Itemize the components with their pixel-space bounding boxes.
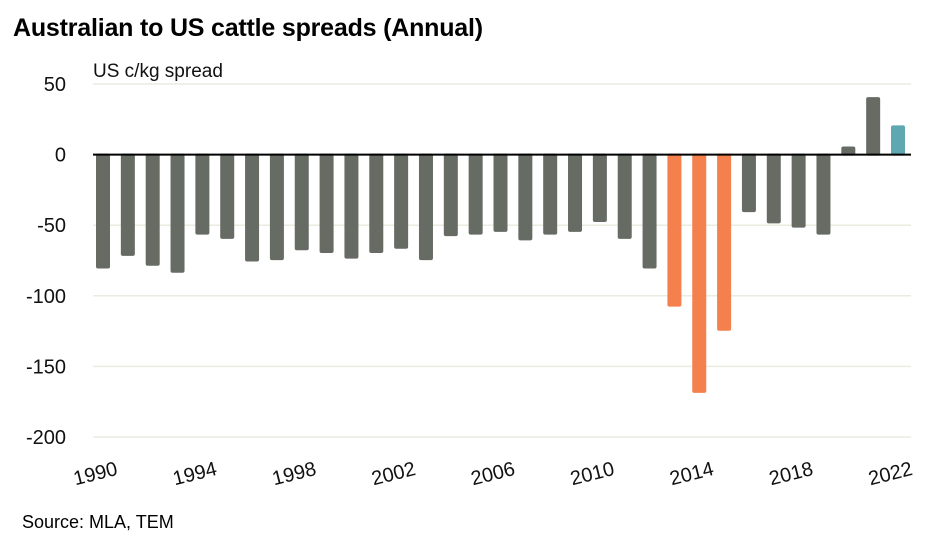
y-tick-label: 50 — [44, 74, 66, 96]
bar-2014 — [692, 153, 707, 393]
bar-1995 — [220, 153, 235, 239]
bar-2006 — [493, 153, 508, 232]
bar-2009 — [568, 153, 583, 232]
bar-2007 — [518, 153, 533, 241]
x-tick-label: 2006 — [469, 458, 518, 490]
y-tick-label: 0 — [55, 145, 66, 167]
bar-2020 — [841, 146, 856, 156]
bar-1993 — [170, 153, 185, 273]
bar-2017 — [766, 153, 781, 224]
bar-1994 — [195, 153, 210, 235]
bars — [96, 97, 905, 393]
gridlines — [93, 83, 911, 438]
bar-2018 — [791, 153, 806, 228]
bar-1999 — [319, 153, 334, 254]
bar-2008 — [543, 153, 558, 235]
bar-1990 — [96, 153, 110, 269]
bar-2011 — [617, 153, 632, 239]
chart-title: Australian to US cattle spreads (Annual) — [13, 14, 483, 42]
y-tick-label: -50 — [37, 215, 66, 237]
bar-2010 — [592, 153, 607, 222]
x-tick-label: 1998 — [270, 458, 319, 490]
bar-1991 — [120, 153, 135, 256]
bar-1998 — [294, 153, 309, 251]
x-tick-label: 1990 — [71, 458, 120, 490]
x-tick-label: 2018 — [767, 458, 816, 490]
y-tick-label: -200 — [26, 427, 66, 449]
bar-1996 — [245, 153, 260, 262]
bar-2015 — [717, 153, 732, 331]
bar-2004 — [443, 153, 458, 237]
bar-2022 — [891, 125, 905, 156]
bar-2001 — [369, 153, 384, 254]
bar-2002 — [394, 153, 409, 249]
bar-2019 — [816, 153, 831, 235]
bar-2000 — [344, 153, 359, 259]
y-tick-label: -100 — [26, 286, 66, 308]
bar-2016 — [741, 153, 756, 213]
x-tick-label: 2014 — [668, 458, 717, 490]
bar-2005 — [468, 153, 483, 235]
y-axis-label: US c/kg spread — [93, 61, 223, 82]
bar-1992 — [145, 153, 160, 266]
x-tick-label: 2022 — [866, 458, 915, 490]
bar-2012 — [642, 153, 657, 269]
bar-2013 — [667, 153, 682, 307]
x-tick-label: 2010 — [568, 458, 617, 490]
y-axis-ticks: 50 0 -50 -100 -150 -200 — [26, 74, 66, 449]
bar-2003 — [418, 153, 433, 261]
x-tick-label: 2002 — [369, 458, 418, 490]
source-note: Source: MLA, TEM — [22, 512, 174, 532]
y-tick-label: -150 — [26, 356, 66, 378]
x-axis-ticks: 1990 1994 1998 2002 2006 2010 2014 2018 2022 — [71, 458, 915, 490]
x-tick-label: 1994 — [171, 458, 220, 490]
bar-1997 — [269, 153, 284, 261]
bar-2021 — [866, 97, 881, 156]
